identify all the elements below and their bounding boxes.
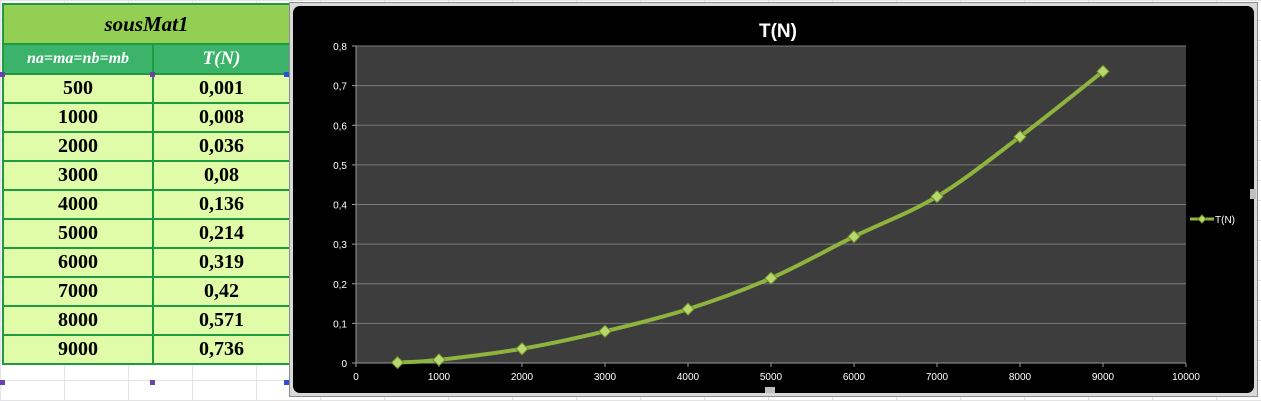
x-tick-label: 2000 bbox=[511, 372, 534, 383]
cell-n[interactable]: 3000 bbox=[2, 160, 154, 191]
table-row: 8000 0,571 bbox=[2, 305, 291, 336]
cell-n[interactable]: 2000 bbox=[2, 131, 154, 162]
table-row: 7000 0,42 bbox=[2, 276, 291, 307]
x-tick-label: 5000 bbox=[760, 372, 783, 383]
y-tick-label: 0,7 bbox=[333, 82, 347, 93]
column-header-t[interactable]: T(N) bbox=[152, 43, 291, 75]
data-point[interactable] bbox=[1096, 64, 1110, 79]
table-row: 2000 0,036 bbox=[2, 131, 291, 162]
y-tick-label: 0,8 bbox=[333, 42, 347, 53]
series-line[interactable] bbox=[395, 69, 1105, 365]
data-point[interactable] bbox=[432, 353, 446, 367]
x-tick-label: 9000 bbox=[1092, 372, 1115, 383]
selection-handle[interactable] bbox=[284, 380, 289, 385]
data-point[interactable] bbox=[764, 271, 778, 285]
chart-area[interactable]: 0 0,1 0,2 0,3 0,4 0,5 0,6 0,7 0,8 0 1000 2000 3000 40… bbox=[293, 6, 1254, 393]
y-tick-label: 0,6 bbox=[333, 121, 347, 132]
table-row: 5000 0,214 bbox=[2, 218, 291, 249]
selection-handle[interactable] bbox=[284, 72, 289, 77]
chart-object[interactable]: 0 0,1 0,2 0,3 0,4 0,5 0,6 0,7 0,8 0 1000 2000 3000 40… bbox=[289, 2, 1258, 397]
cell-n[interactable]: 1000 bbox=[2, 102, 154, 133]
cell-n[interactable]: 9000 bbox=[2, 334, 154, 365]
table-row: 500 0,001 bbox=[2, 73, 291, 104]
selection-handle[interactable] bbox=[0, 72, 5, 77]
data-point[interactable] bbox=[847, 229, 861, 244]
y-tick-label: 0,2 bbox=[333, 280, 347, 291]
cell-t[interactable]: 0,136 bbox=[152, 189, 291, 220]
table-row: 4000 0,136 bbox=[2, 189, 291, 220]
x-tick-label: 8000 bbox=[1009, 372, 1032, 383]
chart-resize-handle[interactable] bbox=[1250, 189, 1256, 199]
selection-handle[interactable] bbox=[150, 72, 155, 77]
legend[interactable]: T(N) bbox=[1190, 214, 1235, 226]
x-tick-label: 10000 bbox=[1172, 372, 1200, 383]
cell-n[interactable]: 500 bbox=[2, 73, 154, 104]
cell-t[interactable]: 0,08 bbox=[152, 160, 291, 191]
table-title-cell[interactable]: sousMat1 bbox=[2, 3, 291, 45]
cell-n[interactable]: 5000 bbox=[2, 218, 154, 249]
y-tick-label: 0 bbox=[341, 359, 347, 370]
data-point[interactable] bbox=[930, 189, 944, 204]
y-tick-label: 0,4 bbox=[333, 201, 347, 212]
x-tick-label: 1000 bbox=[428, 372, 451, 383]
cell-t[interactable]: 0,736 bbox=[152, 334, 291, 365]
cell-t[interactable]: 0,42 bbox=[152, 276, 291, 307]
line-chart: 0 0,1 0,2 0,3 0,4 0,5 0,6 0,7 0,8 0 1000 2000 3000 40… bbox=[333, 21, 1235, 383]
cell-n[interactable]: 6000 bbox=[2, 247, 154, 278]
data-point[interactable] bbox=[681, 302, 695, 316]
cell-n[interactable]: 7000 bbox=[2, 276, 154, 307]
cell-n[interactable]: 4000 bbox=[2, 189, 154, 220]
cell-t[interactable]: 0,001 bbox=[152, 73, 291, 104]
chart-resize-handle[interactable] bbox=[765, 387, 775, 393]
selection-handle[interactable] bbox=[150, 380, 155, 385]
table-row: 3000 0,08 bbox=[2, 160, 291, 191]
x-tick-label: 3000 bbox=[594, 372, 617, 383]
data-point[interactable] bbox=[598, 324, 612, 339]
data-point[interactable] bbox=[1013, 130, 1027, 144]
x-tick-label: 0 bbox=[353, 372, 359, 383]
x-tick-label: 7000 bbox=[926, 372, 949, 383]
cell-n[interactable]: 8000 bbox=[2, 305, 154, 336]
x-tick-label: 4000 bbox=[677, 372, 700, 383]
gridlines bbox=[356, 45, 1186, 324]
series-group bbox=[390, 64, 1110, 370]
y-tick-label: 0,5 bbox=[333, 161, 347, 172]
selection-handle[interactable] bbox=[0, 380, 5, 385]
table-row: 1000 0,008 bbox=[2, 102, 291, 133]
chart-title[interactable]: T(N) bbox=[759, 21, 797, 42]
y-tick-label: 0,1 bbox=[333, 319, 347, 330]
legend-marker bbox=[1197, 214, 1207, 224]
cell-t[interactable]: 0,008 bbox=[152, 102, 291, 133]
table-row: 9000 0,736 bbox=[2, 334, 291, 365]
data-table: sousMat1 na=ma=nb=mb T(N) 500 0,001 1000 0,… bbox=[2, 3, 291, 365]
cell-t[interactable]: 0,214 bbox=[152, 218, 291, 249]
column-header-n[interactable]: na=ma=nb=mb bbox=[2, 43, 154, 75]
data-point[interactable] bbox=[515, 342, 529, 356]
x-tick-label: 6000 bbox=[843, 372, 866, 383]
legend-label: T(N) bbox=[1215, 215, 1235, 226]
data-point[interactable] bbox=[390, 355, 405, 370]
y-tick-label: 0,3 bbox=[333, 240, 347, 251]
cell-t[interactable]: 0,319 bbox=[152, 247, 291, 278]
cell-t[interactable]: 0,036 bbox=[152, 131, 291, 162]
axes: 0 0,1 0,2 0,3 0,4 0,5 0,6 0,7 0,8 0 1000 2000 3000 40… bbox=[333, 42, 1200, 383]
cell-t[interactable]: 0,571 bbox=[152, 305, 291, 336]
table-row: 6000 0,319 bbox=[2, 247, 291, 278]
